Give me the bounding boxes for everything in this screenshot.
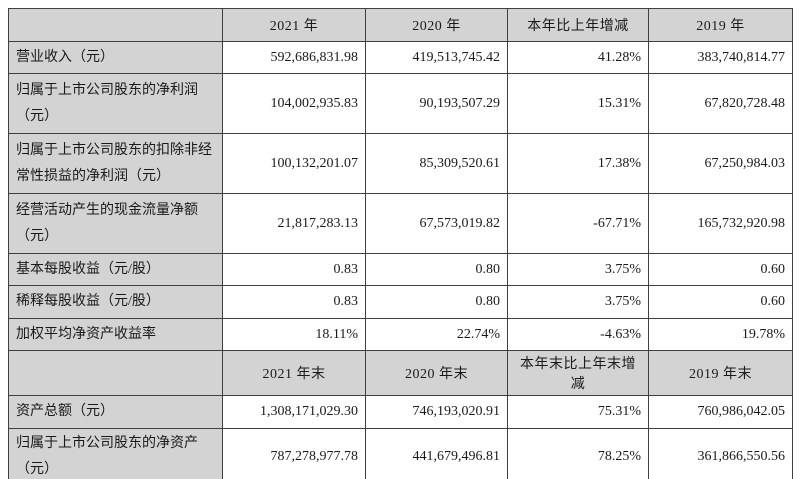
value-change: -67.71% xyxy=(507,193,649,254)
value-2021: 21,817,283.13 xyxy=(222,193,366,254)
value-change: 75.31% xyxy=(507,395,649,429)
annual-header-row: 2021 年 2020 年 本年比上年增减 2019 年 xyxy=(8,8,793,42)
row-label: 稀释每股收益（元/股） xyxy=(8,285,223,319)
annual-header-2021: 2021 年 xyxy=(222,8,366,42)
row-label: 经营活动产生的现金流量净额（元） xyxy=(8,193,223,254)
annual-header-2019: 2019 年 xyxy=(648,8,793,42)
row-label: 加权平均净资产收益率 xyxy=(8,318,223,351)
row-label: 归属于上市公司股东的净利润（元） xyxy=(8,73,223,134)
value-2020: 419,513,745.42 xyxy=(365,41,508,74)
table-row-diluted-eps: 稀释每股收益（元/股） 0.83 0.80 3.75% 0.60 xyxy=(8,285,793,319)
table-row-net-profit: 归属于上市公司股东的净利润（元） 104,002,935.83 90,193,5… xyxy=(8,73,793,134)
table-row-total-assets: 资产总额（元） 1,308,171,029.30 746,193,020.91 … xyxy=(8,395,793,429)
value-2021: 592,686,831.98 xyxy=(222,41,366,74)
value-change: 17.38% xyxy=(507,133,649,194)
value-2021: 100,132,201.07 xyxy=(222,133,366,194)
table-row-basic-eps: 基本每股收益（元/股） 0.83 0.80 3.75% 0.60 xyxy=(8,253,793,286)
table-row-net-profit-excl-nonrecurring: 归属于上市公司股东的扣除非经常性损益的净利润（元） 100,132,201.07… xyxy=(8,133,793,194)
period-header-change: 本年末比上年末增减 xyxy=(507,350,649,396)
value-2020: 22.74% xyxy=(365,318,508,351)
value-2019: 19.78% xyxy=(648,318,793,351)
value-2019: 383,740,814.77 xyxy=(648,41,793,74)
value-2020: 441,679,496.81 xyxy=(365,428,508,479)
row-label: 基本每股收益（元/股） xyxy=(8,253,223,286)
table-row-net-assets: 归属于上市公司股东的净资产（元） 787,278,977.78 441,679,… xyxy=(8,428,793,479)
value-change: 41.28% xyxy=(507,41,649,74)
table-row-operating-cash-flow: 经营活动产生的现金流量净额（元） 21,817,283.13 67,573,01… xyxy=(8,193,793,254)
row-label: 资产总额（元） xyxy=(8,395,223,429)
value-2021: 18.11% xyxy=(222,318,366,351)
period-header-2019: 2019 年末 xyxy=(648,350,793,396)
value-2019: 760,986,042.05 xyxy=(648,395,793,429)
row-label: 归属于上市公司股东的扣除非经常性损益的净利润（元） xyxy=(8,133,223,194)
row-label: 归属于上市公司股东的净资产（元） xyxy=(8,428,223,479)
value-2021: 787,278,977.78 xyxy=(222,428,366,479)
period-header-empty-cell xyxy=(8,350,223,396)
value-2019: 67,820,728.48 xyxy=(648,73,793,134)
value-2020: 85,309,520.61 xyxy=(365,133,508,194)
value-2019: 361,866,550.56 xyxy=(648,428,793,479)
value-2021: 0.83 xyxy=(222,253,366,286)
value-2019: 67,250,984.03 xyxy=(648,133,793,194)
value-2019: 165,732,920.98 xyxy=(648,193,793,254)
value-2019: 0.60 xyxy=(648,285,793,319)
value-2021: 0.83 xyxy=(222,285,366,319)
table-row-weighted-avg-roe: 加权平均净资产收益率 18.11% 22.74% -4.63% 19.78% xyxy=(8,318,793,351)
period-header-2020: 2020 年末 xyxy=(365,350,508,396)
table-row-operating-revenue: 营业收入（元） 592,686,831.98 419,513,745.42 41… xyxy=(8,41,793,74)
value-2020: 746,193,020.91 xyxy=(365,395,508,429)
value-change: 78.25% xyxy=(507,428,649,479)
value-2019: 0.60 xyxy=(648,253,793,286)
period-header-row: 2021 年末 2020 年末 本年末比上年末增减 2019 年末 xyxy=(8,350,793,396)
key-financials-table: 2021 年 2020 年 本年比上年增减 2019 年 营业收入（元） 592… xyxy=(8,8,793,479)
annual-header-2020: 2020 年 xyxy=(365,8,508,42)
value-2021: 104,002,935.83 xyxy=(222,73,366,134)
annual-header-empty-cell xyxy=(8,8,223,42)
value-change: -4.63% xyxy=(507,318,649,351)
value-change: 3.75% xyxy=(507,253,649,286)
value-change: 3.75% xyxy=(507,285,649,319)
value-change: 15.31% xyxy=(507,73,649,134)
value-2021: 1,308,171,029.30 xyxy=(222,395,366,429)
row-label: 营业收入（元） xyxy=(8,41,223,74)
value-2020: 90,193,507.29 xyxy=(365,73,508,134)
value-2020: 0.80 xyxy=(365,253,508,286)
annual-header-change: 本年比上年增减 xyxy=(507,8,649,42)
period-header-2021: 2021 年末 xyxy=(222,350,366,396)
value-2020: 67,573,019.82 xyxy=(365,193,508,254)
value-2020: 0.80 xyxy=(365,285,508,319)
